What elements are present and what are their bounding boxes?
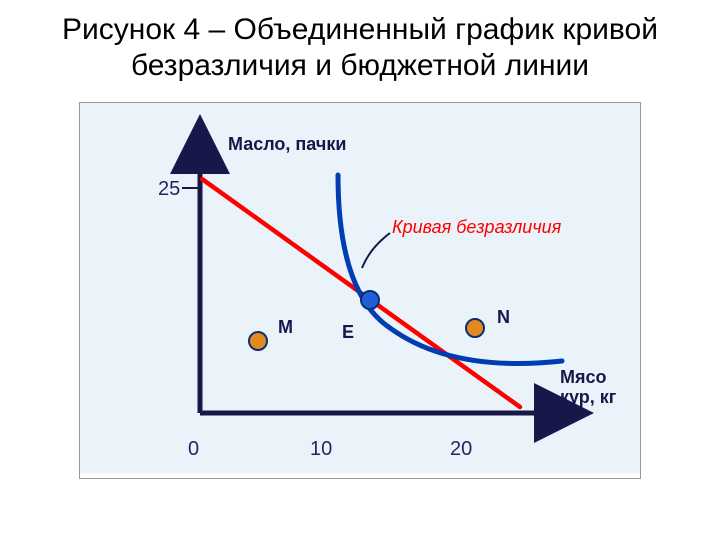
point-M	[249, 332, 267, 350]
x-tick-label: 20	[450, 438, 472, 460]
point-label-N: N	[497, 307, 510, 327]
y-axis-label: Масло, пачки	[228, 134, 346, 154]
x-tick-label: 0	[188, 438, 199, 460]
point-label-E: E	[342, 322, 354, 342]
x-tick-label: 10	[310, 438, 332, 460]
point-label-M: M	[278, 317, 293, 337]
indifference-curve-label: Кривая безразличия	[392, 217, 562, 237]
slide-title: Рисунок 4 – Объединенный график кривой б…	[0, 0, 720, 92]
chart-wrapper: Масло, пачки Мясокур, кг 25 0 10 20 Кривая без…	[0, 102, 720, 479]
x-axis-label-line2: кур, кг	[560, 387, 617, 407]
point-N	[466, 319, 484, 337]
tangent-point-E	[361, 291, 379, 309]
x-axis-label-line1: Мясо	[560, 367, 607, 387]
chart-box: Масло, пачки Мясокур, кг 25 0 10 20 Кривая без…	[79, 102, 641, 479]
y-tick-label: 25	[158, 178, 180, 200]
indifference-budget-chart: Масло, пачки Мясокур, кг 25 0 10 20 Кривая без…	[80, 103, 640, 473]
